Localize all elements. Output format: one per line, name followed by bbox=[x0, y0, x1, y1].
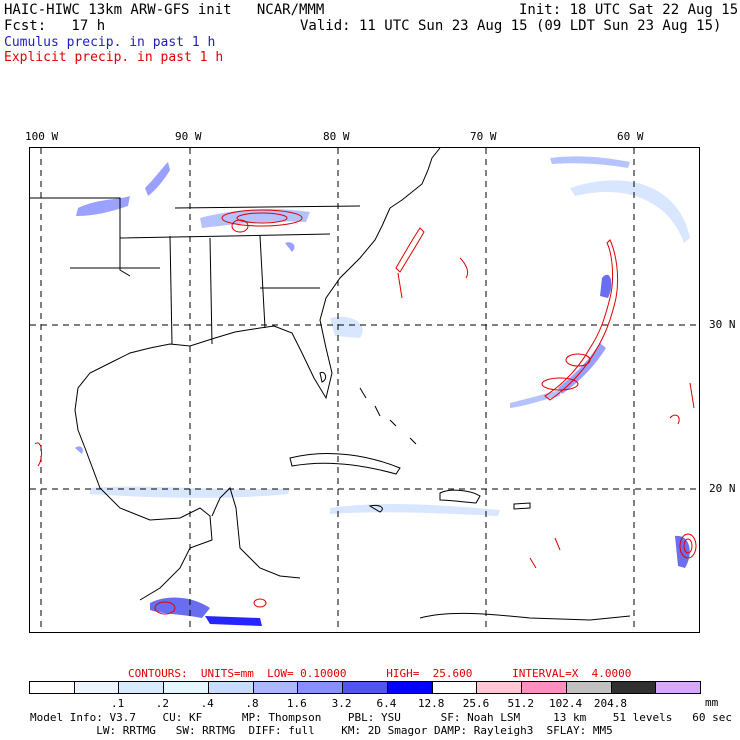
valid-time: Valid: 11 UTC Sun 23 Aug 15 (09 LDT Sun … bbox=[300, 18, 722, 34]
colorbar-swatch-1 bbox=[74, 682, 120, 693]
colorbar-swatch-5 bbox=[253, 682, 299, 693]
contour-info: CONTOURS: UNITS=mm LOW= 0.10000 HIGH= 25… bbox=[128, 667, 632, 680]
colorbar-swatch-13 bbox=[611, 682, 657, 693]
colorbar-tick-label: 3.2 bbox=[331, 697, 352, 710]
lon-label-100w: 100 W bbox=[25, 130, 59, 143]
colorbar-swatch-7 bbox=[343, 682, 388, 693]
precip-colorbar bbox=[29, 681, 701, 694]
explicit-label: Explicit precip. in past 1 h bbox=[4, 50, 224, 65]
colorbar-tick-label: 6.4 bbox=[376, 697, 397, 710]
coastlines bbox=[30, 148, 631, 621]
map-canvas bbox=[30, 148, 699, 632]
forecast-hour: Fcst: 17 h bbox=[4, 18, 106, 34]
model-title: HAIC-HIWC 13km ARW-GFS init NCAR/MMM bbox=[4, 2, 325, 18]
explicit-precip-contours bbox=[34, 209, 697, 615]
lat-label-20n: 20 N bbox=[709, 482, 736, 495]
cumulus-label: Cumulus precip. in past 1 h bbox=[4, 35, 216, 50]
colorbar-tick-label: .1 bbox=[110, 697, 125, 710]
lon-label-90w: 90 W bbox=[175, 130, 202, 143]
colorbar-tick-label: .2 bbox=[155, 697, 170, 710]
colorbar-tick-label: 51.2 bbox=[507, 697, 535, 710]
colorbar-tick-label: 204.8 bbox=[593, 697, 627, 710]
colorbar-swatch-12 bbox=[566, 682, 612, 693]
lat-lon-grid bbox=[30, 148, 699, 632]
colorbar-swatch-4 bbox=[208, 682, 254, 693]
colorbar-swatch-6 bbox=[298, 682, 344, 693]
colorbar-swatch-0 bbox=[30, 682, 75, 693]
colorbar-tick-label: 25.6 bbox=[462, 697, 490, 710]
lon-label-80w: 80 W bbox=[323, 130, 350, 143]
colorbar-swatch-14 bbox=[656, 682, 701, 693]
lat-label-30n: 30 N bbox=[709, 318, 736, 331]
lon-label-70w: 70 W bbox=[470, 130, 497, 143]
colorbar-tick-label: .4 bbox=[200, 697, 214, 710]
colorbar-swatch-2 bbox=[119, 682, 165, 693]
init-time: Init: 18 UTC Sat 22 Aug 15 bbox=[519, 2, 739, 18]
colorbar-swatch-9 bbox=[432, 682, 478, 693]
colorbar-tick-label: .8 bbox=[245, 697, 259, 710]
colorbar-tick-label: 102.4 bbox=[549, 697, 583, 710]
model-info-line1: Model Info: V3.7 CU: KF MP: Thompson PBL… bbox=[30, 711, 732, 724]
colorbar-swatch-8 bbox=[387, 682, 433, 693]
cumulus-precip-layer bbox=[75, 156, 690, 626]
lon-label-60w: 60 W bbox=[617, 130, 644, 143]
colorbar-units: mm bbox=[705, 696, 719, 709]
colorbar-swatch-10 bbox=[477, 682, 523, 693]
colorbar-tick-label: 1.6 bbox=[286, 697, 307, 710]
precip-map bbox=[29, 147, 700, 633]
colorbar-swatch-11 bbox=[522, 682, 567, 693]
colorbar-tick-label: 12.8 bbox=[417, 697, 445, 710]
colorbar-swatch-3 bbox=[164, 682, 209, 693]
model-info-line2: LW: RRTMG SW: RRTMG DIFF: full KM: 2D Sm… bbox=[30, 724, 613, 737]
